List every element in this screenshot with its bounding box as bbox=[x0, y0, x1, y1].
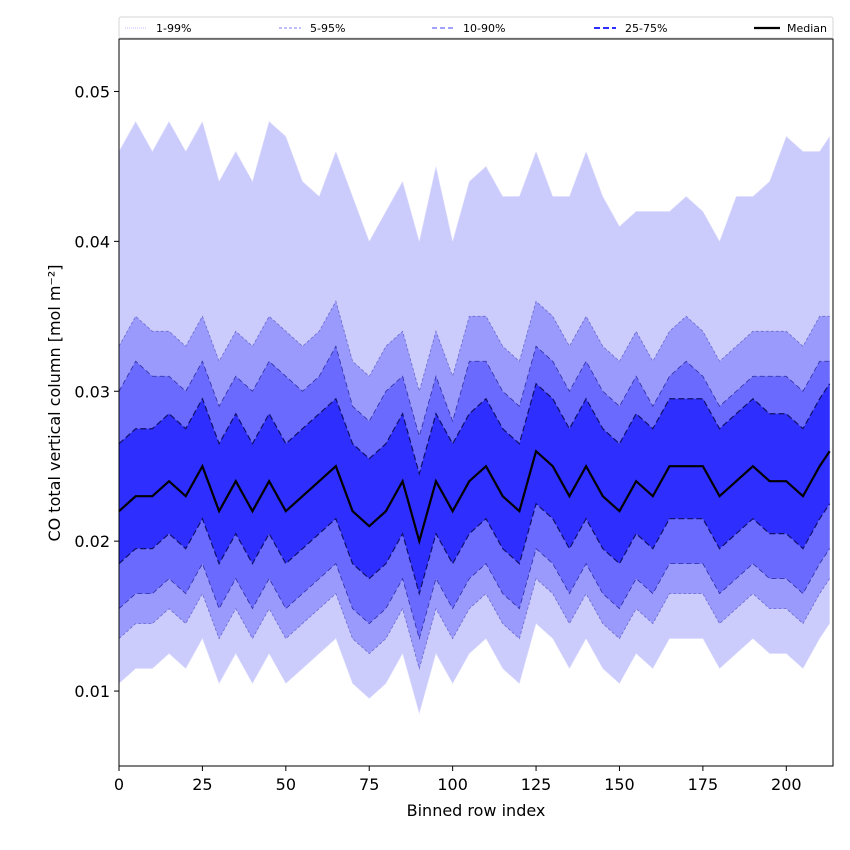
y-tick-label: 0.02 bbox=[74, 532, 110, 551]
plot-frame bbox=[118, 38, 834, 767]
x-tick-label: 175 bbox=[688, 775, 719, 794]
x-tick-label: 0 bbox=[114, 775, 124, 794]
band-upper-line-10-90% bbox=[118, 345, 830, 438]
x-tick-label: 125 bbox=[521, 775, 552, 794]
legend-label: 1-99% bbox=[156, 22, 191, 35]
median-layer bbox=[118, 449, 831, 546]
band-upper-line-25-75% bbox=[118, 382, 831, 476]
x-tick-label: 200 bbox=[771, 775, 802, 794]
y-tick-label: 0.03 bbox=[74, 382, 110, 401]
legend-label: 25-75% bbox=[625, 22, 667, 35]
legend-label: 10-90% bbox=[463, 22, 505, 35]
band-upper-line-5-95% bbox=[118, 300, 830, 393]
legend: 1-99% 5-95% 10-90% 25-75% Median bbox=[118, 16, 834, 39]
band-lower-line-1-99% bbox=[118, 622, 830, 716]
legend-label: Median bbox=[787, 22, 827, 35]
bands-layer bbox=[118, 120, 831, 716]
y-axis: 0.01 0.02 0.03 0.04 0.05 bbox=[74, 82, 119, 701]
y-axis-label: CO total vertical column [mol m⁻²] bbox=[45, 264, 64, 541]
band-lower-line-5-95% bbox=[118, 577, 830, 671]
median-line bbox=[118, 449, 831, 546]
y-tick-label: 0.04 bbox=[74, 232, 110, 251]
y-tick-label: 0.01 bbox=[74, 682, 110, 701]
x-tick-label: 150 bbox=[604, 775, 635, 794]
y-tick-label: 0.05 bbox=[74, 82, 110, 101]
band-25-75% bbox=[119, 383, 830, 594]
x-axis: 0 25 50 75 100 125 150 175 200 bbox=[114, 766, 802, 794]
legend-box bbox=[118, 16, 834, 39]
x-tick-label: 75 bbox=[359, 775, 379, 794]
x-axis-label: Binned row index bbox=[407, 801, 546, 820]
legend-label: 5-95% bbox=[310, 22, 345, 35]
band-lower-line-25-75% bbox=[118, 502, 831, 596]
x-tick-label: 25 bbox=[192, 775, 212, 794]
x-tick-label: 100 bbox=[437, 775, 468, 794]
x-tick-label: 50 bbox=[276, 775, 296, 794]
